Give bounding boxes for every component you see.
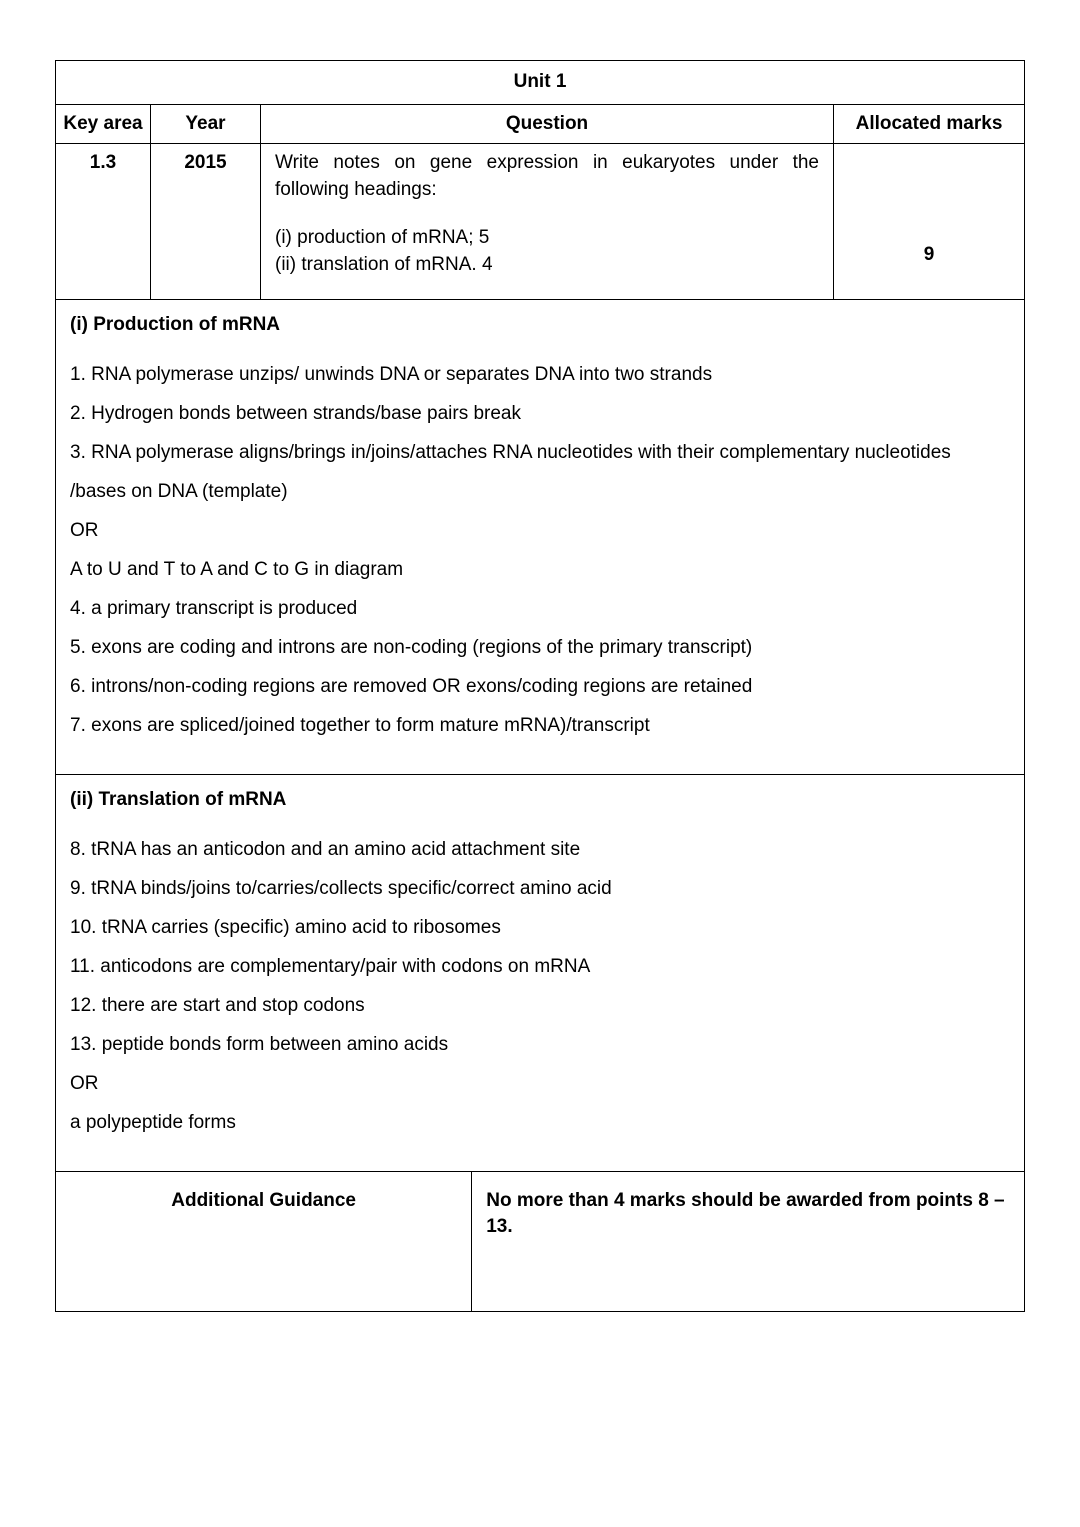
section-1-block: (i) Production of mRNA 1. RNA polymerase… — [56, 300, 1024, 775]
s2-point-8: 8. tRNA has an anticodon and an amino ac… — [70, 831, 1010, 870]
cell-key-area: 1.3 — [56, 144, 151, 298]
question-sub-2: (ii) translation of mRNA. 4 — [275, 252, 819, 279]
s1-point-3b: A to U and T to A and C to G in diagram — [70, 551, 1010, 590]
cell-year: 2015 — [151, 144, 261, 298]
section-1-heading: (i) Production of mRNA — [70, 300, 1010, 343]
guidance-row: Additional Guidance No more than 4 marks… — [56, 1172, 1024, 1311]
unit-title: Unit 1 — [56, 61, 1024, 105]
s1-point-4: 4. a primary transcript is produced — [70, 590, 1010, 629]
col-header-marks: Allocated marks — [834, 105, 1024, 144]
s1-point-1: 1. RNA polymerase unzips/ unwinds DNA or… — [70, 356, 1010, 395]
marking-table: Unit 1 Key area Year Question Allocated … — [55, 60, 1025, 1312]
col-header-question: Question — [261, 105, 834, 144]
s2-point-10: 10. tRNA carries (specific) amino acid t… — [70, 909, 1010, 948]
marks-value: 9 — [834, 242, 1024, 269]
question-main-text: Write notes on gene expression in eukary… — [275, 150, 819, 203]
guidance-text: No more than 4 marks should be awarded f… — [472, 1172, 1024, 1311]
s2-polypeptide: a polypeptide forms — [70, 1104, 1010, 1143]
s1-point-5: 5. exons are coding and introns are non-… — [70, 629, 1010, 668]
question-row: 1.3 2015 Write notes on gene expression … — [56, 144, 1024, 299]
s1-point-3: 3. RNA polymerase aligns/brings in/joins… — [70, 434, 1010, 512]
s2-point-13: 13. peptide bonds form between amino aci… — [70, 1026, 1010, 1065]
s1-or: OR — [70, 512, 1010, 551]
s2-or: OR — [70, 1065, 1010, 1104]
section-2-block: (ii) Translation of mRNA 8. tRNA has an … — [56, 775, 1024, 1172]
cell-marks: 9 — [834, 144, 1024, 298]
table-header-row: Key area Year Question Allocated marks — [56, 105, 1024, 145]
guidance-label: Additional Guidance — [56, 1172, 472, 1311]
col-header-key-area: Key area — [56, 105, 151, 144]
cell-question: Write notes on gene expression in eukary… — [261, 144, 834, 298]
s1-point-6: 6. introns/non-coding regions are remove… — [70, 668, 1010, 707]
s1-point-2: 2. Hydrogen bonds between strands/base p… — [70, 395, 1010, 434]
s2-point-9: 9. tRNA binds/joins to/carries/collects … — [70, 870, 1010, 909]
s2-point-12: 12. there are start and stop codons — [70, 987, 1010, 1026]
section-2-heading: (ii) Translation of mRNA — [70, 775, 1010, 818]
col-header-year: Year — [151, 105, 261, 144]
question-sub-1: (i) production of mRNA; 5 — [275, 225, 819, 252]
s1-point-7: 7. exons are spliced/joined together to … — [70, 707, 1010, 746]
s2-point-11: 11. anticodons are complementary/pair wi… — [70, 948, 1010, 987]
